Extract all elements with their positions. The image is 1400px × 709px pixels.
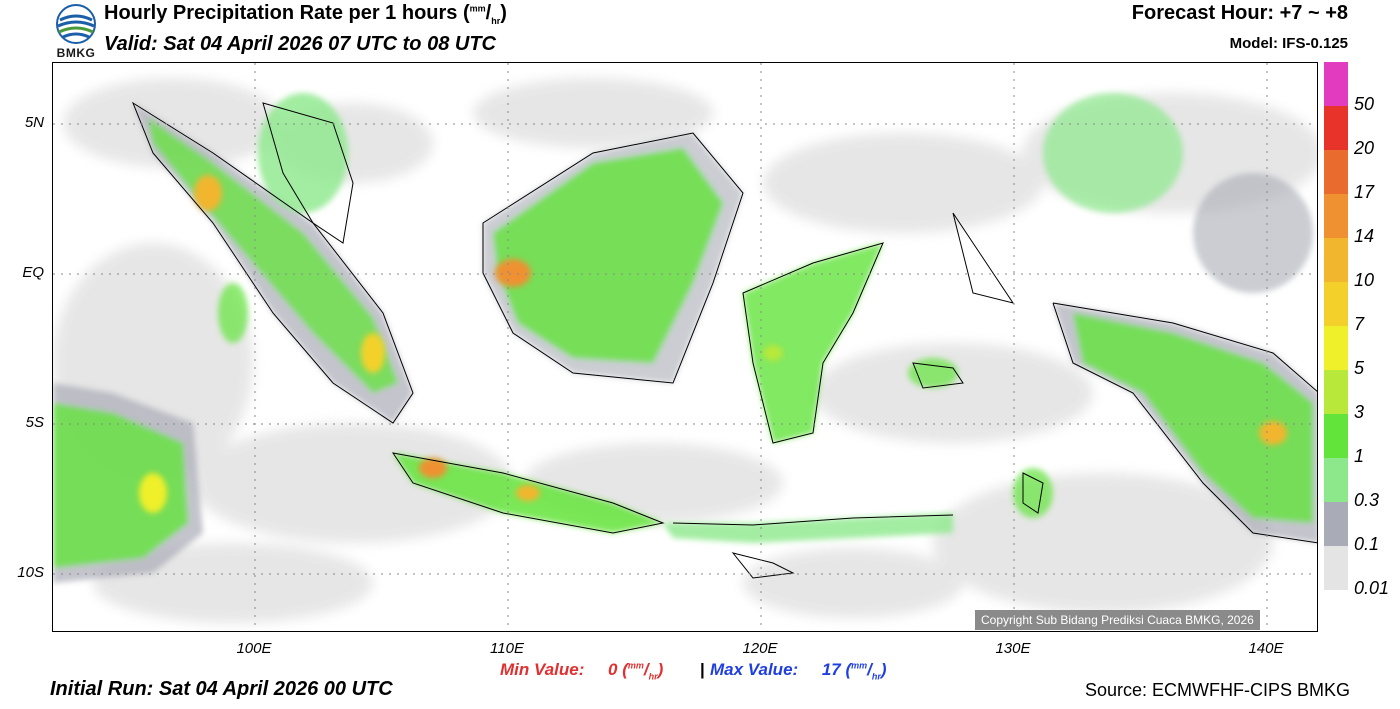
legend-label: 0.01 xyxy=(1354,578,1390,598)
min-unit-num: mm xyxy=(627,660,644,671)
lon-label-120e: 120E xyxy=(742,640,778,657)
legend-swatch xyxy=(1324,370,1348,414)
legend-label: 1 xyxy=(1354,446,1365,466)
legend-swatch xyxy=(1324,238,1348,282)
legend-swatch xyxy=(1324,414,1348,458)
legend-swatch xyxy=(1324,62,1348,106)
lon-label-100e: 100E xyxy=(236,640,272,657)
legend-label: 10 xyxy=(1354,270,1375,290)
legend-label: 17 xyxy=(1354,182,1375,202)
lon-label-140e: 140E xyxy=(1248,640,1284,657)
graticule xyxy=(53,63,1317,631)
lon-label-110e: 110E xyxy=(490,640,524,657)
legend-swatch xyxy=(1324,502,1348,546)
max-value: Max Value: 17 (mm/hr) xyxy=(710,660,887,682)
legend-swatch xyxy=(1324,282,1348,326)
min-label: Min Value: xyxy=(500,660,585,679)
legend-swatch xyxy=(1324,326,1348,370)
max-label: Max Value: xyxy=(710,660,799,679)
max-number: 17 xyxy=(821,660,841,679)
legend-swatch xyxy=(1324,546,1348,590)
coastlines xyxy=(131,101,1317,579)
model-name: Model: IFS-0.125 xyxy=(1229,35,1348,52)
legend-swatch xyxy=(1324,194,1348,238)
legend-label: 50 xyxy=(1354,94,1375,114)
legend-label: 3 xyxy=(1354,402,1365,422)
bmkg-logo: BMKG xyxy=(52,2,100,60)
max-unit-den: hr xyxy=(871,671,881,682)
legend-label: 20 xyxy=(1354,138,1375,158)
title-unit-den: hr xyxy=(491,16,501,26)
logo-text: BMKG xyxy=(56,46,96,60)
heavy-rain-cores xyxy=(139,175,1287,513)
bmkg-logo-icon xyxy=(56,4,96,44)
forecast-hour: Forecast Hour: +7 ~ +8 xyxy=(1131,2,1348,24)
legend-label: 14 xyxy=(1354,226,1375,246)
precipitation-map xyxy=(52,62,1318,632)
legend-label: 0.1 xyxy=(1354,534,1380,554)
lat-label-5s: 5S xyxy=(25,414,44,431)
legend-label: 0.3 xyxy=(1354,490,1380,510)
chart-title: Hourly Precipitation Rate per 1 hours (m… xyxy=(104,2,507,26)
legend-swatch xyxy=(1324,458,1348,502)
min-value: Min Value: 0 (mm/hr) xyxy=(500,660,664,682)
initial-run: Initial Run: Sat 04 April 2026 00 UTC xyxy=(50,678,393,700)
map-canvas xyxy=(53,63,1317,631)
copyright-note: Copyright Sub Bidang Prediksi Cuaca BMKG… xyxy=(975,610,1260,630)
legend-label: 5 xyxy=(1354,358,1365,378)
lat-label-5n: 5N xyxy=(24,114,44,131)
min-number: 0 xyxy=(608,660,618,679)
lat-label-10s: 10S xyxy=(17,564,44,581)
legend-swatch xyxy=(1324,106,1348,150)
title-text: Hourly Precipitation Rate per 1 hours xyxy=(104,2,458,24)
lon-label-130e: 130E xyxy=(995,640,1031,657)
valid-time: Valid: Sat 04 April 2026 07 UTC to 08 UT… xyxy=(104,33,496,55)
min-unit-den: hr xyxy=(648,671,658,682)
data-source: Source: ECMWFHF-CIPS BMKG xyxy=(1084,680,1350,700)
legend-label: 7 xyxy=(1354,314,1365,334)
title-unit-num: mm xyxy=(469,3,486,14)
color-legend xyxy=(1324,62,1348,590)
value-separator: | xyxy=(700,660,705,679)
max-unit-num: mm xyxy=(851,660,868,671)
lat-label-eq: EQ xyxy=(22,264,44,281)
legend-swatch xyxy=(1324,150,1348,194)
